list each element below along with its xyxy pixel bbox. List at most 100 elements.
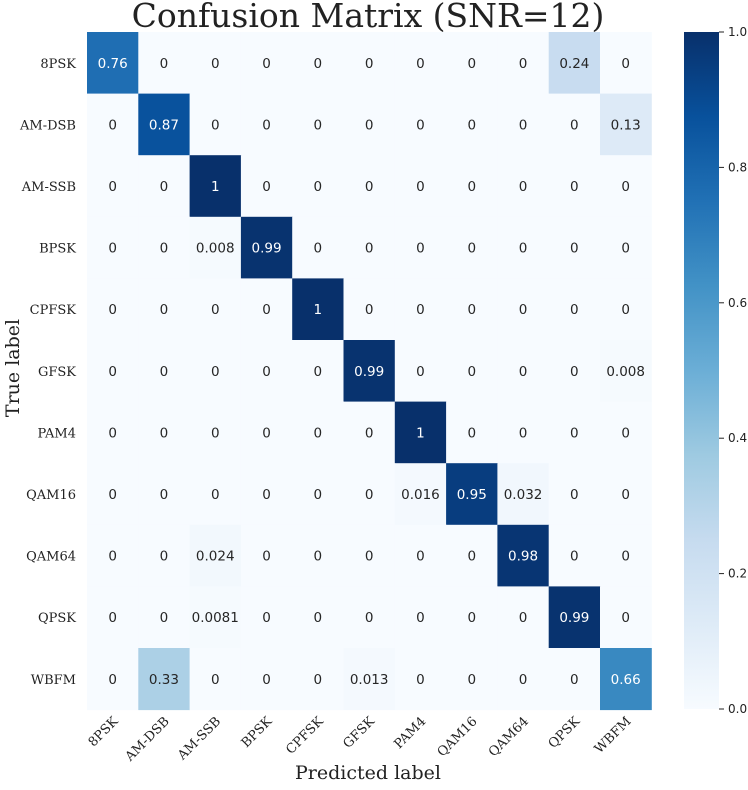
cell-value-label: 0 bbox=[467, 549, 476, 565]
heatmap-cell bbox=[189, 524, 242, 587]
heatmap-cell bbox=[240, 340, 293, 403]
cell-value-label: 0 bbox=[621, 610, 630, 626]
heatmap-cell bbox=[343, 463, 396, 526]
cell-value-label: 0 bbox=[519, 610, 528, 626]
heatmap-cell bbox=[394, 93, 447, 156]
cell-value-label: 0 bbox=[108, 241, 117, 257]
colorbar-tick-label: 0.4 bbox=[728, 431, 747, 445]
cell-value-label: 0 bbox=[365, 302, 374, 318]
y-tick-label: CPFSK bbox=[30, 303, 77, 318]
y-tick-labels: 8PSK AM-DSB AM-SSB BPSK CPFSK GFSK PAM4 QAM16 QA… bbox=[19, 57, 76, 688]
heatmap-cell bbox=[292, 401, 344, 464]
heatmap-cell bbox=[138, 278, 191, 341]
heatmap-cell bbox=[548, 155, 601, 218]
heatmap-cells: 0.76 0 0 0 0 0 0 0 0 0.24 0 0 0.87 0 0 0 0 0 0 0 0 0.13 0 0 1 0 0 0… bbox=[87, 32, 652, 711]
heatmap-cell bbox=[87, 648, 139, 711]
colorbar bbox=[684, 32, 719, 709]
x-tick-label: 8PSK bbox=[86, 714, 122, 750]
heatmap-cell bbox=[240, 586, 293, 649]
heatmap-cell bbox=[189, 216, 242, 279]
heatmap-cell bbox=[600, 93, 652, 156]
heatmap-cell bbox=[394, 216, 447, 279]
cell-value-label: 0 bbox=[108, 487, 117, 503]
cell-value-label: 0 bbox=[108, 610, 117, 626]
heatmap-cell bbox=[548, 648, 601, 711]
cell-value-label: 0 bbox=[365, 549, 374, 565]
cell-value-label: 0 bbox=[365, 241, 374, 257]
y-axis-title: True label bbox=[2, 319, 24, 417]
heatmap-cell bbox=[600, 463, 652, 526]
cell-value-label: 0 bbox=[262, 549, 271, 565]
heatmap-cell bbox=[548, 340, 601, 403]
cell-value-label: 0.008 bbox=[606, 364, 645, 380]
heatmap-cell bbox=[240, 401, 293, 464]
heatmap-cell bbox=[138, 340, 191, 403]
y-tick-label: AM-DSB bbox=[19, 118, 76, 133]
cell-value-label: 0.008 bbox=[196, 241, 235, 257]
heatmap-cell bbox=[240, 155, 293, 218]
cell-value-label: 0 bbox=[519, 56, 528, 72]
x-tick-label: QAM64 bbox=[486, 714, 532, 760]
heatmap-cell bbox=[394, 648, 447, 711]
heatmap-cell bbox=[343, 155, 396, 218]
heatmap-cell bbox=[394, 340, 447, 403]
heatmap-cell bbox=[446, 155, 498, 218]
cell-value-label: 0.024 bbox=[196, 549, 235, 565]
y-tick-label: BPSK bbox=[39, 242, 76, 257]
cell-value-label: 0 bbox=[160, 487, 169, 503]
heatmap-cell bbox=[292, 648, 344, 711]
cell-value-label: 0 bbox=[211, 672, 220, 688]
heatmap-cell bbox=[292, 586, 344, 649]
heatmap-cell bbox=[292, 216, 344, 279]
heatmap-cell bbox=[446, 216, 498, 279]
cell-value-label: 0 bbox=[621, 302, 630, 318]
heatmap-cell bbox=[138, 463, 191, 526]
heatmap-cell bbox=[497, 216, 550, 279]
cell-value-label: 0 bbox=[519, 302, 528, 318]
heatmap-cell bbox=[497, 340, 550, 403]
x-axis-title: Predicted label bbox=[295, 762, 441, 784]
heatmap-cell bbox=[87, 524, 139, 587]
colorbar-tick-label: 0.6 bbox=[728, 296, 747, 310]
heatmap-cell bbox=[87, 586, 139, 649]
cell-value-label: 0 bbox=[519, 117, 528, 133]
heatmap-cell bbox=[138, 401, 191, 464]
cell-value-label: 0.95 bbox=[457, 487, 487, 503]
cell-value-label: 0 bbox=[160, 425, 169, 441]
x-tick-label: QPSK bbox=[546, 714, 584, 752]
cell-value-label: 0 bbox=[467, 364, 476, 380]
cell-value-label: 0 bbox=[416, 56, 425, 72]
x-tick-label: AM-DSB bbox=[122, 714, 173, 765]
heatmap-cell bbox=[189, 155, 242, 218]
cell-value-label: 0 bbox=[108, 117, 117, 133]
heatmap-cell bbox=[600, 524, 652, 587]
cell-value-label: 0 bbox=[621, 487, 630, 503]
cell-value-label: 0 bbox=[365, 179, 374, 195]
heatmap-cell bbox=[240, 93, 293, 156]
heatmap-cell bbox=[87, 32, 139, 95]
cell-value-label: 0 bbox=[314, 549, 323, 565]
heatmap-cell bbox=[548, 32, 601, 95]
heatmap-cell bbox=[87, 463, 139, 526]
cell-value-label: 0 bbox=[314, 56, 323, 72]
chart-title: Confusion Matrix (SNR=12) bbox=[132, 0, 605, 35]
heatmap-cell bbox=[548, 401, 601, 464]
x-tick-label: AM-SSB bbox=[174, 714, 224, 764]
heatmap-cell bbox=[394, 32, 447, 95]
heatmap-cell bbox=[600, 648, 652, 711]
heatmap-cell bbox=[394, 155, 447, 218]
cell-value-label: 0 bbox=[160, 364, 169, 380]
cell-value-label: 0 bbox=[416, 672, 425, 688]
cell-value-label: 0.0081 bbox=[192, 610, 239, 626]
heatmap-cell bbox=[138, 155, 191, 218]
cell-value-label: 0 bbox=[262, 610, 271, 626]
cell-value-label: 0 bbox=[314, 610, 323, 626]
heatmap-cell bbox=[343, 586, 396, 649]
cell-value-label: 0 bbox=[314, 487, 323, 503]
heatmap-cell bbox=[497, 278, 550, 341]
colorbar-tick-label: 0.0 bbox=[728, 702, 747, 716]
heatmap-cell bbox=[343, 648, 396, 711]
colorbar-ticks: 0.0 0.2 0.4 0.6 0.8 1.0 bbox=[719, 25, 747, 716]
cell-value-label: 0 bbox=[416, 241, 425, 257]
heatmap-cell bbox=[343, 524, 396, 587]
